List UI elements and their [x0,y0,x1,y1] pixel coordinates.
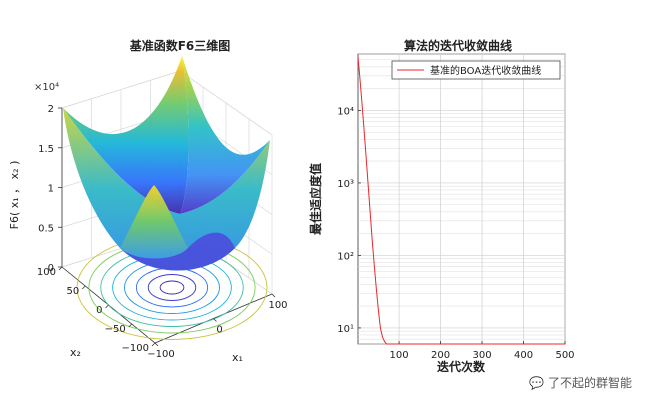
surface-plot-panel: 基准函数F6三维图 0 0.5 1 1.5 2 ×10⁴ F6( x₁ ， x₂ ) −… [8,38,288,364]
x-axis-label: 迭代次数 [437,359,486,374]
x2-tick-mark [58,266,63,271]
y-tick-label: 10³ [337,179,354,190]
surface-front-peak [120,185,188,259]
x-tick-label: 300 [472,350,491,361]
z-tick-label: 2 [48,104,54,115]
x1-tick-mark [213,318,217,322]
contour-ring [147,274,197,301]
x2-axis-label: x₂ [70,346,81,359]
wechat-icon: 💬 [529,376,548,390]
legend-label: 基准的BOA迭代收敛曲线 [430,64,541,77]
watermark: 💬 了不起的群智能 [529,374,632,391]
y-tick-label: 10⁴ [337,106,354,117]
x-axis-ticks: 100 200 300 400 500 [390,341,575,361]
floor-front-edge [61,266,273,344]
z-axis-label: F6( x₁ ， x₂ ) [8,161,21,230]
x2-tick-label: 0 [96,305,102,316]
surface-mesh [63,56,270,271]
surface-back-right [180,56,270,214]
x1-tick-label: 100 [268,300,287,311]
x2-tick-label: 100 [37,267,56,278]
x1-tick-mark [271,293,276,298]
x1-tick-mark [154,342,159,347]
x2-tick-label: −50 [105,324,126,335]
plot-grid-major [358,54,566,344]
z-axis-ticks: 0 0.5 1 1.5 2 [38,104,62,274]
contour-ring [135,267,209,308]
y-axis-label: 最佳适应度值 [308,163,323,235]
x1-tick-label: 0 [216,325,222,336]
x2-tick-label: 50 [67,286,80,297]
z-tick-label: 1 [48,184,54,195]
contour-ring [159,280,185,295]
z-axis-exponent: ×10⁴ [34,82,59,93]
y-axis-ticks: 10¹ 10² 10³ 10⁴ [337,106,361,335]
y-tick-label: 10² [337,251,354,262]
x2-tick-mark [128,323,133,328]
z-tick-label: 0.5 [38,223,54,234]
x1-axis-ticks: −100 0 100 [147,293,288,360]
surface-bowl-bottom [120,232,235,271]
x1-tick-label: −100 [147,349,174,360]
surface-bowl [63,108,270,271]
x2-tick-mark [151,342,156,347]
x-tick-label: 100 [390,350,409,361]
legend-box [391,60,561,80]
z-tick-label: 0 [48,263,54,274]
convergence-plot-title: 算法的迭代收敛曲线 [404,38,512,53]
x-tick-label: 200 [431,350,450,361]
surface-plot-title: 基准函数F6三维图 [129,38,231,53]
x2-tick-mark [81,285,86,290]
x2-tick-label: −100 [122,343,149,354]
x2-tick-mark [105,304,109,309]
watermark-text: 了不起的群智能 [547,376,632,390]
z-tick-label: 1.5 [38,144,54,155]
series-line-boa [357,56,565,345]
convergence-plot-panel: 算法的迭代收敛曲线 100 200 300 400 500 10¹ 10² 10³ 10⁴ 迭… [308,38,575,374]
x1-axis-label: x₁ [232,351,243,364]
x-tick-label: 500 [555,350,574,361]
y-tick-label: 10¹ [337,324,354,335]
surface-back-left [63,56,189,214]
legend: 基准的BOA迭代收敛曲线 [391,60,561,80]
x-tick-label: 400 [514,350,533,361]
